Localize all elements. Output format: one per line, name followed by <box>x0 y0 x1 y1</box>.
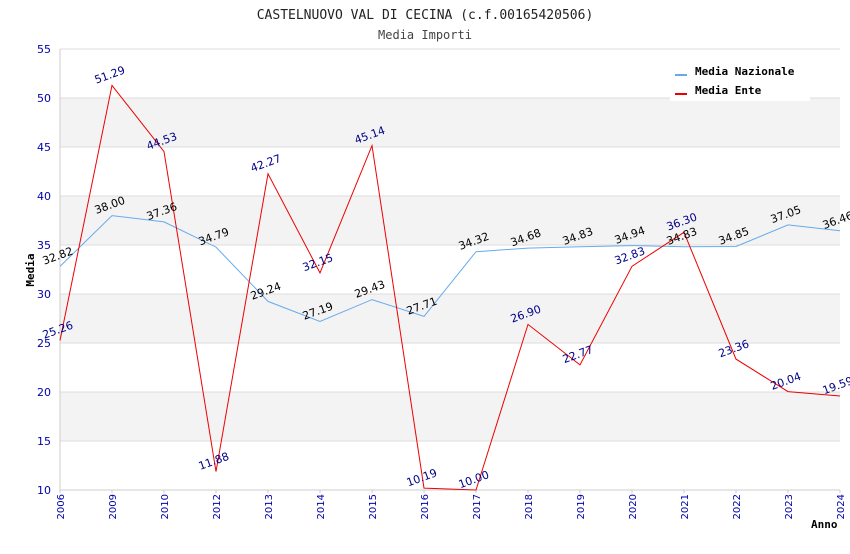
series-line-media-nazionale <box>59 215 841 323</box>
plot-band <box>60 441 840 490</box>
series-line-media-ente <box>59 84 841 491</box>
x-tick-label: 2020 <box>628 494 639 519</box>
x-tick-label: 2019 <box>576 494 587 519</box>
y-tick-label: 35 <box>37 239 51 252</box>
plot-band <box>60 147 840 196</box>
y-tick-label: 45 <box>37 141 51 154</box>
legend-entry: Media Nazionale <box>695 65 795 78</box>
legend-entry: Media Ente <box>695 84 762 97</box>
y-tick-label: 20 <box>37 386 51 399</box>
plot-bands <box>60 49 840 490</box>
plot-band <box>60 98 840 147</box>
plot-band <box>60 343 840 392</box>
x-tick-label: 2010 <box>160 494 171 519</box>
x-tick-label: 2022 <box>732 494 743 519</box>
axes <box>59 49 841 493</box>
x-tick-label: 2016 <box>420 494 431 519</box>
y-tick-label: 10 <box>37 484 51 497</box>
x-tick-label: 2014 <box>316 494 327 519</box>
x-tick-label: 2021 <box>680 494 691 519</box>
y-axis-label: Media <box>24 253 37 286</box>
chart-title: CASTELNUOVO VAL DI CECINA (c.f.001654205… <box>257 8 594 23</box>
series-lines <box>59 84 841 491</box>
y-tick-label: 55 <box>37 43 51 56</box>
y-tick-label: 30 <box>37 288 51 301</box>
y-tick-label: 15 <box>37 435 51 448</box>
x-tick-label: 2006 <box>56 494 67 519</box>
plot-band <box>60 245 840 294</box>
y-tick-label: 40 <box>37 190 51 203</box>
x-tick-label: 2024 <box>836 494 847 519</box>
chart-subtitle: Media Importi <box>378 28 472 42</box>
legend: Media Nazionale Media Ente <box>670 58 810 101</box>
legend-box <box>670 58 810 101</box>
x-tick-label: 2009 <box>108 494 119 519</box>
y-tick-labels: 10 15 20 25 30 35 40 45 50 55 <box>37 43 51 497</box>
x-tick-labels: 2006 2009 2010 2012 2013 2014 2015 2016 2017 2018… <box>56 494 847 519</box>
x-tick-label: 2012 <box>212 494 223 519</box>
x-tick-label: 2017 <box>472 494 483 519</box>
plot-band <box>60 294 840 343</box>
x-tick-label: 2018 <box>524 494 535 519</box>
x-tick-label: 2023 <box>784 494 795 519</box>
y-tick-label: 50 <box>37 92 51 105</box>
y-tick-label: 25 <box>37 337 51 350</box>
plot-band <box>60 392 840 441</box>
x-tick-label: 2013 <box>264 494 275 519</box>
x-tick-label: 2015 <box>368 494 379 519</box>
plot-band <box>60 196 840 245</box>
x-axis-label: Anno <box>811 518 838 531</box>
